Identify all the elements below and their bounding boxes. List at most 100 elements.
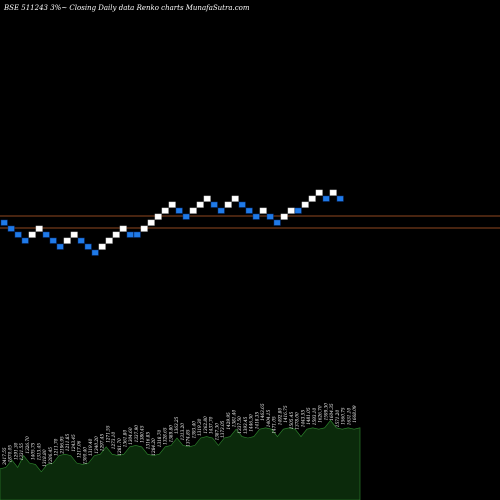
up-brick-28 bbox=[196, 201, 204, 208]
down-brick-2 bbox=[14, 231, 22, 238]
brick-label-25: 1316.85 bbox=[145, 432, 150, 450]
brick-label-21: 1361.80 bbox=[123, 430, 128, 448]
up-brick-22 bbox=[154, 213, 162, 220]
brick-label-60: 1631.10 bbox=[346, 408, 351, 426]
brick-label-1: 1870.05 bbox=[8, 445, 13, 463]
up-brick-33 bbox=[231, 195, 239, 202]
brick-label-40: 1381.40 bbox=[232, 410, 237, 428]
up-brick-4 bbox=[28, 231, 36, 238]
brick-label-39: 1429.95 bbox=[226, 412, 231, 430]
brick-label-48: 1492.80 bbox=[277, 408, 282, 426]
up-brick-40 bbox=[280, 213, 288, 220]
brick-label-5: 1405.75 bbox=[31, 442, 36, 460]
brick-label-20: 1281.70 bbox=[117, 438, 122, 456]
up-brick-17 bbox=[119, 225, 127, 232]
brick-label-51: 1378.00 bbox=[295, 412, 300, 430]
down-brick-46 bbox=[322, 195, 330, 202]
brick-label-37: 1387.30 bbox=[214, 423, 219, 441]
down-brick-13 bbox=[91, 249, 99, 256]
guide-lines bbox=[0, 215, 500, 229]
down-brick-31 bbox=[217, 207, 225, 214]
brick-label-17: 1297.45 bbox=[100, 434, 105, 452]
brick-label-23: 1337.90 bbox=[134, 425, 139, 443]
up-brick-29 bbox=[203, 195, 211, 202]
brick-value-labels: 2417.55 1870.05 1291.30 1331.55 1326.70 1405.… bbox=[2, 403, 357, 467]
up-brick-21 bbox=[147, 219, 155, 226]
down-brick-35 bbox=[245, 207, 253, 214]
brick-label-41: 1337.50 bbox=[237, 416, 242, 434]
down-brick-36 bbox=[252, 213, 260, 220]
brick-label-54: 1593.10 bbox=[312, 408, 317, 426]
up-brick-32 bbox=[224, 201, 232, 208]
brick-label-44: 1418.35 bbox=[255, 412, 260, 430]
brick-label-16: 1340.20 bbox=[94, 436, 99, 454]
brick-label-28: 1328.65 bbox=[163, 427, 168, 445]
up-brick-5 bbox=[35, 225, 43, 232]
brick-layer bbox=[0, 189, 344, 256]
down-brick-3 bbox=[21, 237, 29, 244]
up-brick-45 bbox=[315, 189, 323, 196]
brick-label-35: 1362.80 bbox=[203, 416, 208, 434]
brick-label-6: 1313.45 bbox=[36, 443, 41, 461]
up-brick-10 bbox=[70, 231, 78, 238]
brick-label-45: 1463.65 bbox=[260, 403, 265, 421]
brick-label-15: 1319.40 bbox=[88, 438, 93, 456]
up-brick-16 bbox=[112, 231, 120, 238]
brick-label-47: 1471.05 bbox=[272, 416, 277, 434]
brick-label-3: 1331.55 bbox=[19, 443, 24, 461]
brick-label-13: 1217.06 bbox=[77, 440, 82, 458]
brick-label-2: 1291.30 bbox=[14, 442, 19, 460]
up-brick-14 bbox=[98, 243, 106, 250]
brick-label-26: 1284.20 bbox=[151, 438, 156, 456]
brick-label-52: 1443.55 bbox=[300, 410, 305, 428]
up-brick-47 bbox=[329, 189, 337, 196]
brick-label-50: 1505.45 bbox=[289, 412, 294, 430]
up-brick-24 bbox=[168, 201, 176, 208]
brick-label-55: 1626.70 bbox=[318, 405, 323, 423]
brick-label-34: 1319.30 bbox=[197, 418, 202, 436]
brick-label-18: 1271.55 bbox=[105, 425, 110, 443]
up-brick-43 bbox=[301, 201, 309, 208]
brick-label-9: 1211.70 bbox=[54, 438, 59, 456]
brick-label-49: 1416.75 bbox=[283, 405, 288, 423]
brick-label-42: 1393.45 bbox=[243, 416, 248, 434]
brick-label-33: 1393.40 bbox=[191, 421, 196, 439]
up-brick-44 bbox=[308, 195, 316, 202]
brick-label-0: 2417.55 bbox=[2, 447, 7, 466]
brick-label-38: 1373.05 bbox=[220, 420, 225, 438]
brick-label-11: 1211.85 bbox=[65, 434, 70, 452]
brick-label-27: 1318.70 bbox=[157, 430, 162, 448]
brick-label-19: 1273.10 bbox=[111, 432, 116, 450]
down-brick-42 bbox=[294, 207, 302, 214]
down-brick-25 bbox=[175, 207, 183, 214]
up-brick-41 bbox=[287, 207, 295, 214]
up-brick-9 bbox=[63, 237, 71, 244]
brick-label-8: 1206.45 bbox=[48, 447, 53, 465]
chart-title: BSE 511243 3%~ Closing Daily data Renko … bbox=[3, 4, 250, 12]
down-brick-8 bbox=[56, 243, 64, 250]
down-brick-19 bbox=[133, 231, 141, 238]
down-brick-30 bbox=[210, 201, 218, 208]
brick-label-46: 1404.15 bbox=[266, 410, 271, 428]
brick-label-22: 1304.60 bbox=[128, 427, 133, 445]
brick-label-59: 1560.75 bbox=[341, 407, 346, 425]
brick-label-12: 1243.45 bbox=[71, 434, 76, 452]
brick-label-61: 1668.09 bbox=[352, 405, 357, 423]
up-brick-27 bbox=[189, 207, 197, 214]
down-brick-39 bbox=[273, 219, 281, 226]
down-brick-48 bbox=[336, 195, 344, 202]
down-brick-26 bbox=[182, 213, 190, 220]
brick-label-29: 1389.80 bbox=[168, 425, 173, 443]
brick-label-56: 1599.30 bbox=[323, 403, 328, 421]
up-brick-23 bbox=[161, 207, 169, 214]
brick-label-31: 1313.20 bbox=[180, 423, 185, 441]
brick-label-30: 1363.25 bbox=[174, 416, 179, 434]
up-brick-20 bbox=[140, 225, 148, 232]
brick-label-14: 1300.40 bbox=[82, 447, 87, 465]
brick-label-32: 1374.85 bbox=[186, 429, 191, 447]
brick-label-43: 1446.30 bbox=[249, 414, 254, 432]
down-brick-38 bbox=[266, 213, 274, 220]
brick-label-57: 1604.35 bbox=[329, 403, 334, 421]
